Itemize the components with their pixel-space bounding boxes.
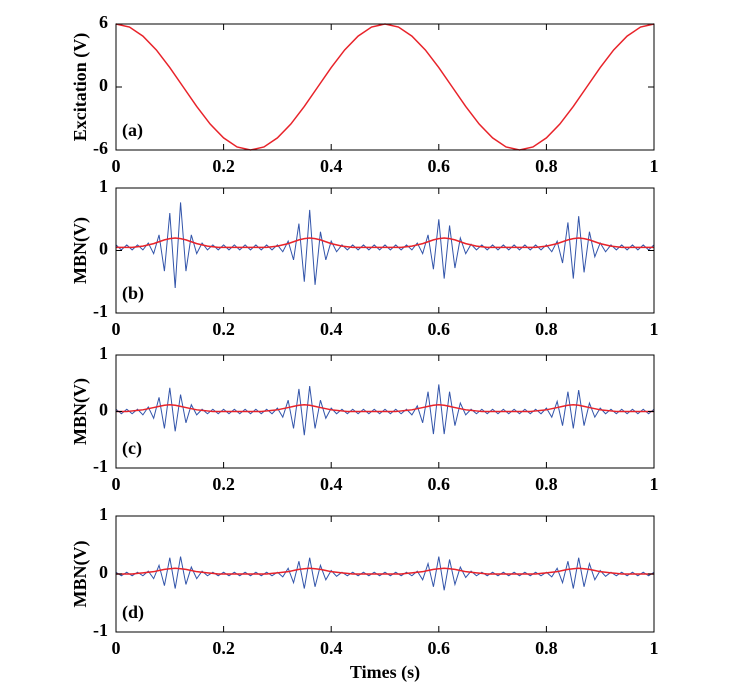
- x-axis-label: Times (s): [350, 662, 420, 683]
- x-tick-label: 0: [112, 156, 121, 176]
- series-line: [115, 384, 655, 436]
- series-line: [115, 202, 655, 289]
- y-tick-label: 1: [99, 504, 108, 524]
- x-tick-label: 0.6: [428, 638, 451, 658]
- y-tick-label: -6: [93, 138, 108, 158]
- x-tick-label: 1: [650, 319, 659, 339]
- x-tick-label: 0.8: [535, 156, 558, 176]
- x-tick-label: 0: [112, 319, 121, 339]
- y-tick-label: 0: [99, 562, 108, 582]
- x-tick-label: 0: [112, 474, 121, 494]
- x-tick-label: 1: [650, 638, 659, 658]
- axes-box: [115, 187, 655, 314]
- x-tick-label: 0.6: [428, 319, 451, 339]
- y-axis-label: MBN(V): [70, 541, 91, 608]
- series-line: [115, 556, 655, 591]
- y-tick-label: 0: [99, 239, 108, 259]
- y-tick-label: 1: [99, 176, 108, 196]
- x-tick-label: 0.4: [320, 156, 343, 176]
- y-tick-label: -1: [93, 301, 108, 321]
- x-tick-label: 0.2: [212, 638, 235, 658]
- y-tick-label: 0: [99, 400, 108, 420]
- y-tick-label: -1: [93, 620, 108, 640]
- x-tick-label: 0.8: [535, 638, 558, 658]
- x-tick-label: 0.2: [212, 156, 235, 176]
- x-tick-label: 0.6: [428, 474, 451, 494]
- x-tick-label: 0.8: [535, 319, 558, 339]
- y-axis-label: MBN(V): [70, 217, 91, 284]
- series-line: [116, 567, 654, 575]
- y-tick-label: 0: [99, 75, 108, 95]
- x-tick-label: 1: [650, 474, 659, 494]
- x-tick-label: 0.2: [212, 474, 235, 494]
- x-tick-label: 0.2: [212, 319, 235, 339]
- axes-box: [115, 23, 655, 151]
- series-line: [116, 237, 654, 249]
- x-tick-label: 1: [650, 156, 659, 176]
- panel-label: (c): [122, 438, 142, 459]
- x-tick-label: 0.8: [535, 474, 558, 494]
- x-tick-label: 0.4: [320, 319, 343, 339]
- panel-label: (a): [122, 120, 143, 141]
- y-tick-label: 6: [99, 12, 108, 32]
- series-line: [115, 23, 655, 151]
- panel-label: (d): [122, 602, 144, 623]
- x-tick-label: 0.4: [320, 638, 343, 658]
- y-tick-label: -1: [93, 456, 108, 476]
- y-tick-label: 1: [99, 343, 108, 363]
- series-line: [116, 403, 654, 413]
- y-axis-label: Excitation (V): [70, 33, 91, 141]
- x-tick-label: 0: [112, 638, 121, 658]
- y-axis-label: MBN(V): [70, 378, 91, 445]
- x-tick-label: 0.6: [428, 156, 451, 176]
- panel-label: (b): [122, 283, 144, 304]
- x-tick-label: 0.4: [320, 474, 343, 494]
